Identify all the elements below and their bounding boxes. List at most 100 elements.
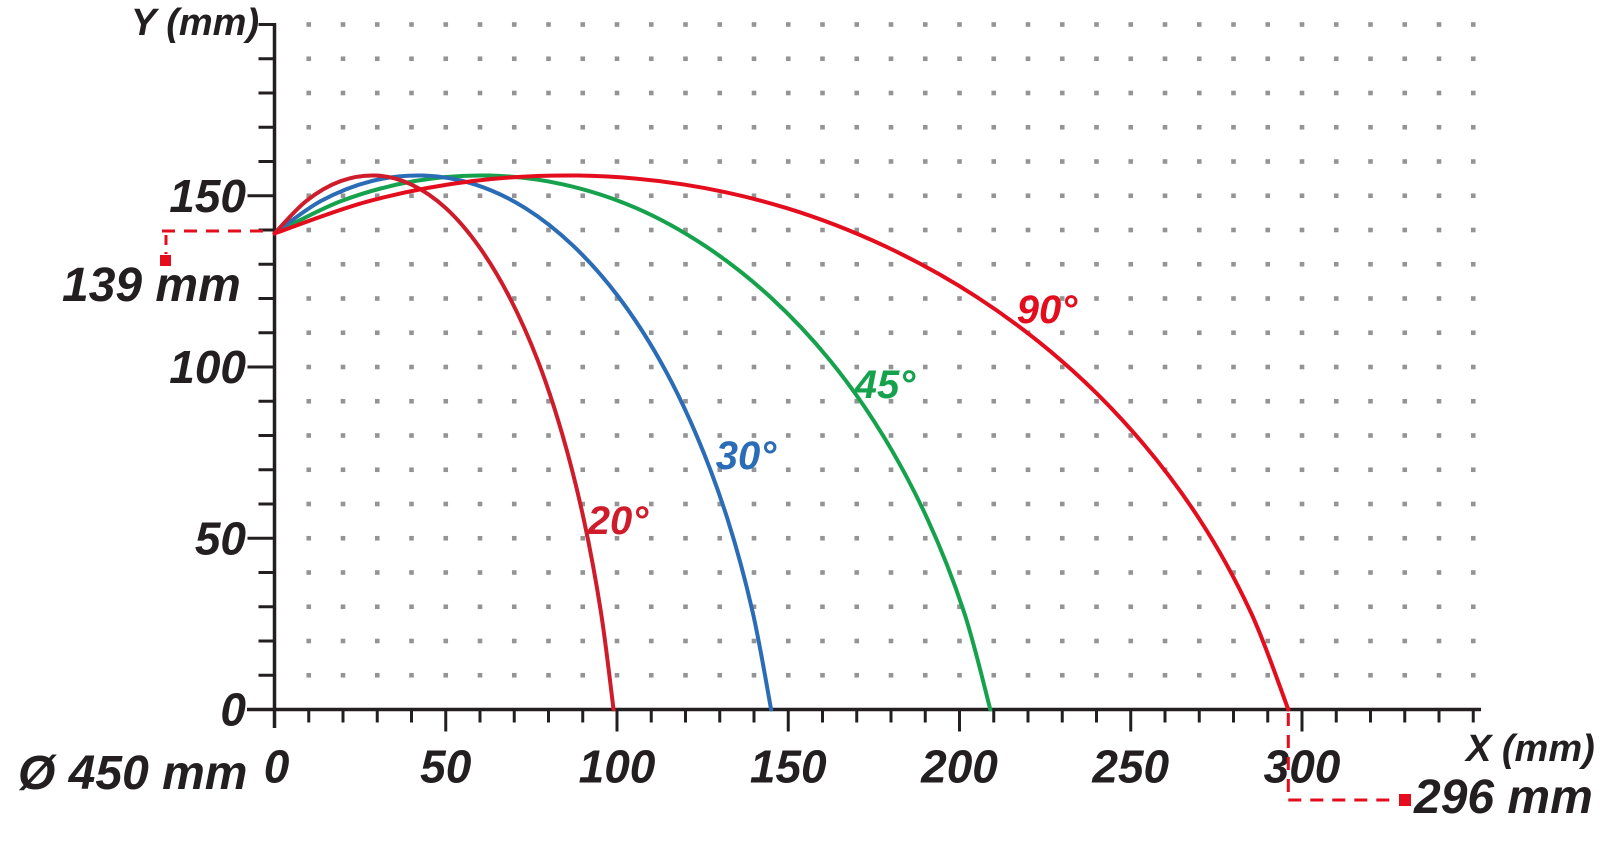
grid-dot (1402, 227, 1408, 233)
grid-dot (1333, 398, 1339, 404)
grid-dot (854, 570, 860, 575)
grid-dot (922, 330, 928, 336)
grid-dot (1196, 56, 1202, 62)
grid-dot (1470, 159, 1476, 164)
grid-dot (1025, 398, 1031, 404)
grid-dot (1059, 570, 1065, 575)
grid-dot (717, 638, 723, 644)
grid-dot (991, 501, 997, 507)
grid-dot (751, 56, 757, 62)
grid-dot (1436, 364, 1442, 370)
grid-dot (1436, 56, 1442, 62)
grid-dot (409, 638, 414, 644)
grid-dot (888, 501, 894, 507)
grid-dot (1402, 467, 1408, 473)
grid-dot (1059, 330, 1065, 336)
grid-dot (1059, 90, 1065, 96)
grid-dot (1368, 22, 1373, 27)
grid-dot (409, 261, 414, 267)
curve-label-45deg: 45° (854, 363, 916, 407)
grid-dot (477, 90, 483, 96)
grid-dot (1470, 227, 1476, 233)
grid-dot (1402, 261, 1408, 267)
grid-dot (1470, 22, 1476, 27)
grid-dot (1402, 296, 1408, 301)
grid-dot (1025, 56, 1031, 62)
grid-dot (409, 398, 414, 404)
grid-dot (854, 433, 860, 438)
grid-dot (477, 193, 483, 199)
grid-dot (751, 398, 757, 404)
grid-dot (1299, 501, 1305, 507)
grid-dot (1436, 604, 1442, 610)
grid-dot (1470, 296, 1476, 301)
grid-dot (1128, 193, 1134, 199)
grid-dot (374, 604, 380, 610)
grid-dot (1094, 330, 1099, 336)
grid-dot (683, 22, 688, 27)
grid-dot (854, 364, 860, 370)
grid-dot (1368, 261, 1373, 267)
grid-dot (717, 433, 723, 438)
grid-dot (991, 159, 997, 164)
grid-dot (1299, 90, 1305, 96)
grid-dot (1094, 570, 1099, 575)
grid-dot (306, 501, 312, 507)
grid-dot (580, 433, 586, 438)
x-tick-label: 200 (920, 741, 998, 793)
grid-dot (1094, 604, 1099, 610)
grid-dot (717, 501, 723, 507)
grid-dot (957, 296, 962, 301)
grid-dot (1128, 535, 1134, 541)
grid-dot (477, 56, 483, 62)
grid-dot (374, 56, 380, 62)
grid-dot (1333, 433, 1339, 438)
grid-dot (1470, 193, 1476, 199)
grid-dot (1162, 22, 1168, 27)
grid-dot (443, 501, 449, 507)
grid-dot (1299, 467, 1305, 473)
grid-dot (546, 124, 551, 130)
grid-dot (854, 604, 860, 610)
y-tick-label: 150 (169, 170, 246, 222)
grid-dot (1231, 638, 1236, 644)
grid-dot (580, 56, 586, 62)
grid-dot (306, 467, 312, 473)
grid-dot (1265, 296, 1271, 301)
grid-dot (1196, 193, 1202, 199)
grid-dot (888, 398, 894, 404)
grid-dot (957, 672, 962, 678)
grid-dot (1025, 364, 1031, 370)
grid-dot (717, 398, 723, 404)
grid-dot (546, 159, 551, 164)
grid-dot (1368, 364, 1373, 370)
grid-dot (1025, 22, 1031, 27)
grid-dot (1470, 261, 1476, 267)
grid-dot (1368, 159, 1373, 164)
grid-dot (854, 227, 860, 233)
grid-dot (1128, 159, 1134, 164)
grid-dot (1025, 535, 1031, 541)
grid-dot (922, 570, 928, 575)
grid-dot (1231, 433, 1236, 438)
grid-dot (922, 535, 928, 541)
grid-dot (820, 193, 825, 199)
grid-dot (957, 398, 962, 404)
grid-dot (511, 90, 517, 96)
grid-dot (1333, 501, 1339, 507)
grid-dot (922, 56, 928, 62)
grid-dot (1299, 398, 1305, 404)
grid-dot (1470, 672, 1476, 678)
grid-dot (648, 330, 654, 336)
grid-dot (717, 124, 723, 130)
grid-dot (648, 56, 654, 62)
grid-dot (1402, 501, 1408, 507)
grid-dot (820, 90, 825, 96)
grid-dot (443, 193, 449, 199)
grid-dot (717, 570, 723, 575)
grid-dot (1128, 501, 1134, 507)
grid-dot (511, 296, 517, 301)
grid-dot (409, 330, 414, 336)
grid-dot (1059, 467, 1065, 473)
grid-dot (614, 90, 620, 96)
